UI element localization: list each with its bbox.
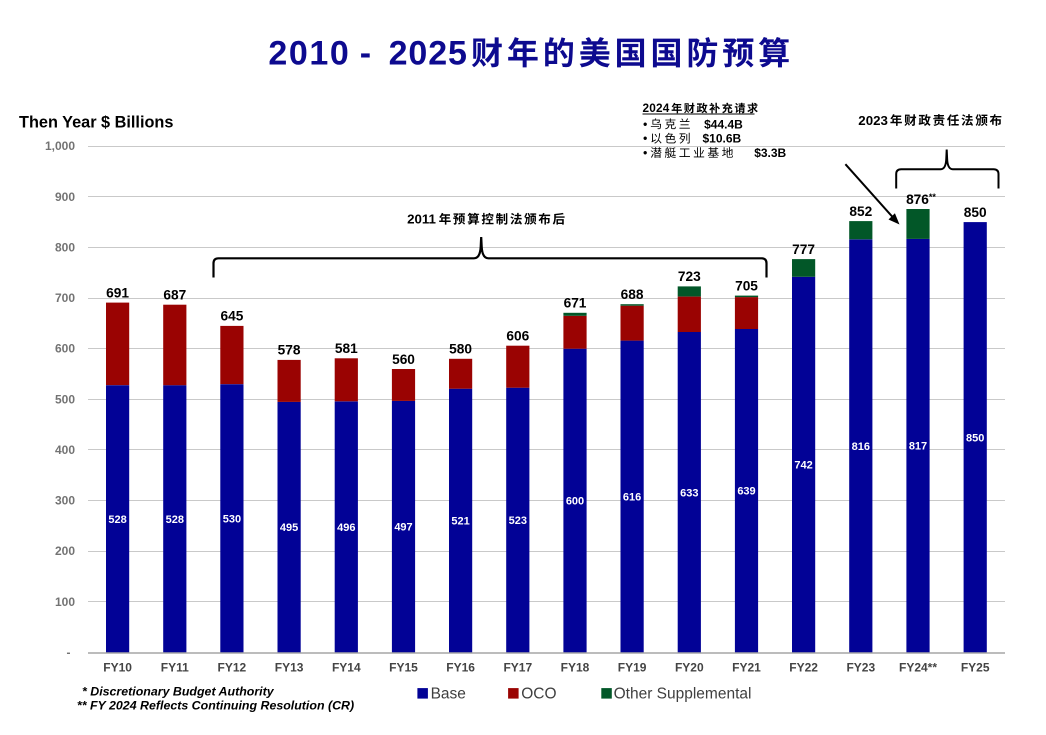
svg-text:FY16: FY16 (446, 661, 475, 675)
svg-text:•: • (643, 117, 647, 131)
svg-text:523: 523 (509, 515, 527, 527)
svg-text:497: 497 (394, 522, 412, 534)
svg-text:777: 777 (792, 242, 815, 257)
svg-text:691: 691 (106, 285, 129, 300)
svg-text:FY23: FY23 (846, 661, 875, 675)
svg-text:FY25: FY25 (961, 661, 990, 675)
svg-text:FY24**: FY24** (899, 661, 937, 675)
svg-text:521: 521 (451, 516, 469, 528)
svg-text:$3.3B: $3.3B (754, 146, 786, 160)
svg-text:$10.6B: $10.6B (703, 132, 742, 146)
svg-text:876**: 876** (906, 192, 936, 207)
svg-text:400: 400 (55, 443, 75, 457)
svg-text:600: 600 (55, 342, 75, 356)
svg-text:300: 300 (55, 494, 75, 508)
svg-text:FY14: FY14 (332, 661, 361, 675)
svg-text:700: 700 (55, 291, 75, 305)
svg-text:* Discretionary Budget Authori: * Discretionary Budget Authority (82, 685, 275, 699)
svg-text:FY11: FY11 (161, 661, 189, 675)
svg-text:671: 671 (564, 296, 587, 311)
svg-text:200: 200 (55, 544, 75, 558)
svg-text:560: 560 (392, 352, 415, 367)
svg-text:850: 850 (964, 205, 987, 220)
svg-text:Other Supplemental: Other Supplemental (614, 685, 752, 702)
svg-text:Then Year $ Billions: Then Year $ Billions (19, 114, 173, 132)
svg-text:817: 817 (909, 441, 927, 453)
svg-text:2024: 2024 (643, 101, 670, 115)
svg-text:2023: 2023 (858, 113, 888, 128)
svg-text:495: 495 (280, 522, 298, 534)
svg-text:FY15: FY15 (389, 661, 418, 675)
svg-text:852: 852 (849, 204, 872, 219)
svg-text:FY13: FY13 (275, 661, 304, 675)
svg-text:645: 645 (220, 309, 243, 324)
svg-text:530: 530 (223, 513, 241, 525)
svg-text:496: 496 (337, 522, 355, 534)
svg-text:723: 723 (678, 269, 701, 284)
svg-text:633: 633 (680, 487, 698, 499)
svg-text:581: 581 (335, 341, 358, 356)
svg-text:OCO: OCO (521, 685, 556, 702)
svg-text:578: 578 (278, 343, 301, 358)
svg-text:-: - (67, 646, 71, 660)
svg-text:FY17: FY17 (503, 661, 532, 675)
svg-text:742: 742 (794, 460, 812, 472)
svg-text:616: 616 (623, 492, 641, 504)
svg-text:1,000: 1,000 (45, 139, 75, 153)
svg-text:FY10: FY10 (103, 661, 132, 675)
svg-text:600: 600 (566, 496, 584, 508)
svg-text:606: 606 (506, 329, 529, 344)
svg-text:•: • (643, 146, 647, 160)
svg-text:2010: 2010 (268, 35, 350, 73)
svg-text:2025: 2025 (389, 35, 468, 73)
svg-text:850: 850 (966, 432, 984, 444)
svg-text:900: 900 (55, 190, 75, 204)
svg-text:800: 800 (55, 241, 75, 255)
svg-text:FY12: FY12 (218, 661, 247, 675)
svg-text:FY21: FY21 (732, 661, 761, 675)
svg-text:500: 500 (55, 392, 75, 406)
svg-text:•: • (643, 132, 647, 146)
svg-text:688: 688 (621, 287, 644, 302)
svg-text:100: 100 (55, 595, 75, 609)
svg-text:FY19: FY19 (618, 661, 647, 675)
svg-text:FY20: FY20 (675, 661, 704, 675)
svg-text:$44.4B: $44.4B (704, 117, 743, 131)
svg-text:** FY 2024 Reflects Continuing: ** FY 2024 Reflects Continuing Resolutio… (77, 699, 354, 713)
svg-text:528: 528 (166, 514, 184, 526)
svg-text:Base: Base (431, 685, 466, 702)
svg-text:580: 580 (449, 342, 472, 357)
svg-text:FY18: FY18 (561, 661, 590, 675)
svg-text:FY22: FY22 (789, 661, 818, 675)
svg-text:-: - (360, 35, 371, 73)
svg-text:705: 705 (735, 278, 758, 293)
svg-text:687: 687 (163, 288, 186, 303)
svg-text:528: 528 (108, 514, 126, 526)
svg-text:816: 816 (852, 441, 870, 453)
svg-text:2011: 2011 (407, 212, 436, 227)
svg-text:639: 639 (737, 486, 755, 498)
